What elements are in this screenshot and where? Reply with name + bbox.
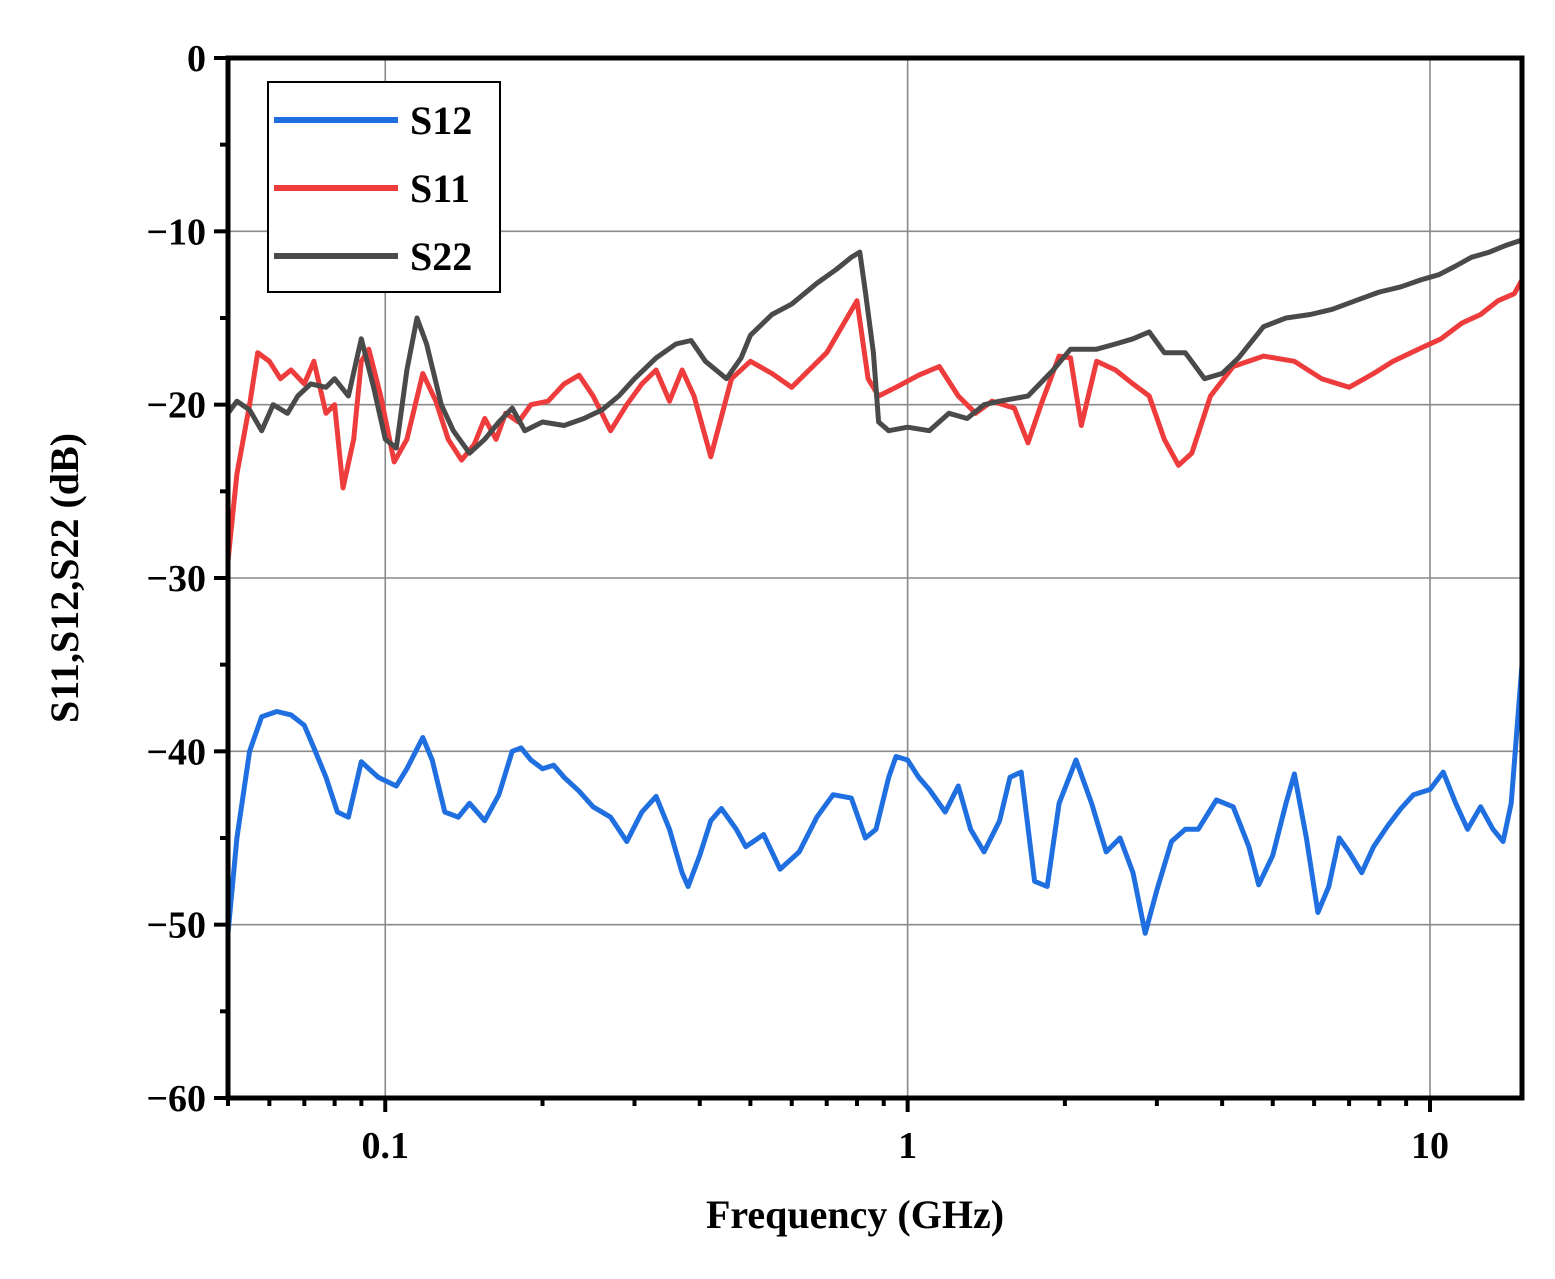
y-tick-label-2: −20 [146,385,206,427]
legend-label-s11: S11 [410,166,470,211]
y-tick-label-3: −30 [146,558,206,600]
x-tick-label-1: 1 [898,1125,917,1167]
x-axis-title: Frequency (GHz) [706,1192,1004,1237]
x-tick-label-2: 10 [1411,1125,1449,1167]
series-line-s11 [225,277,1525,564]
series-line-s12 [225,662,1525,936]
y-tick-label-1: −10 [146,211,206,253]
y-tick-label-6: −60 [146,1078,206,1120]
tick-labels: 0.1 1 10 0 −10 −20 −30 −40 −50 −60 [146,38,1449,1167]
legend: S12 S11 S22 [267,81,501,293]
x-tick-label-0: 0.1 [362,1125,410,1167]
legend-label-s22: S22 [410,234,472,279]
legend-label-s12: S12 [410,98,472,143]
axis-ticks [214,56,1433,1112]
series-line-s22 [225,237,1525,456]
y-tick-label-4: −40 [146,731,206,773]
y-tick-label-5: −50 [146,905,206,947]
series-lines [225,237,1525,936]
y-axis-title: S11,S12,S22 (dB) [42,433,87,723]
y-tick-label-0: 0 [187,38,206,80]
